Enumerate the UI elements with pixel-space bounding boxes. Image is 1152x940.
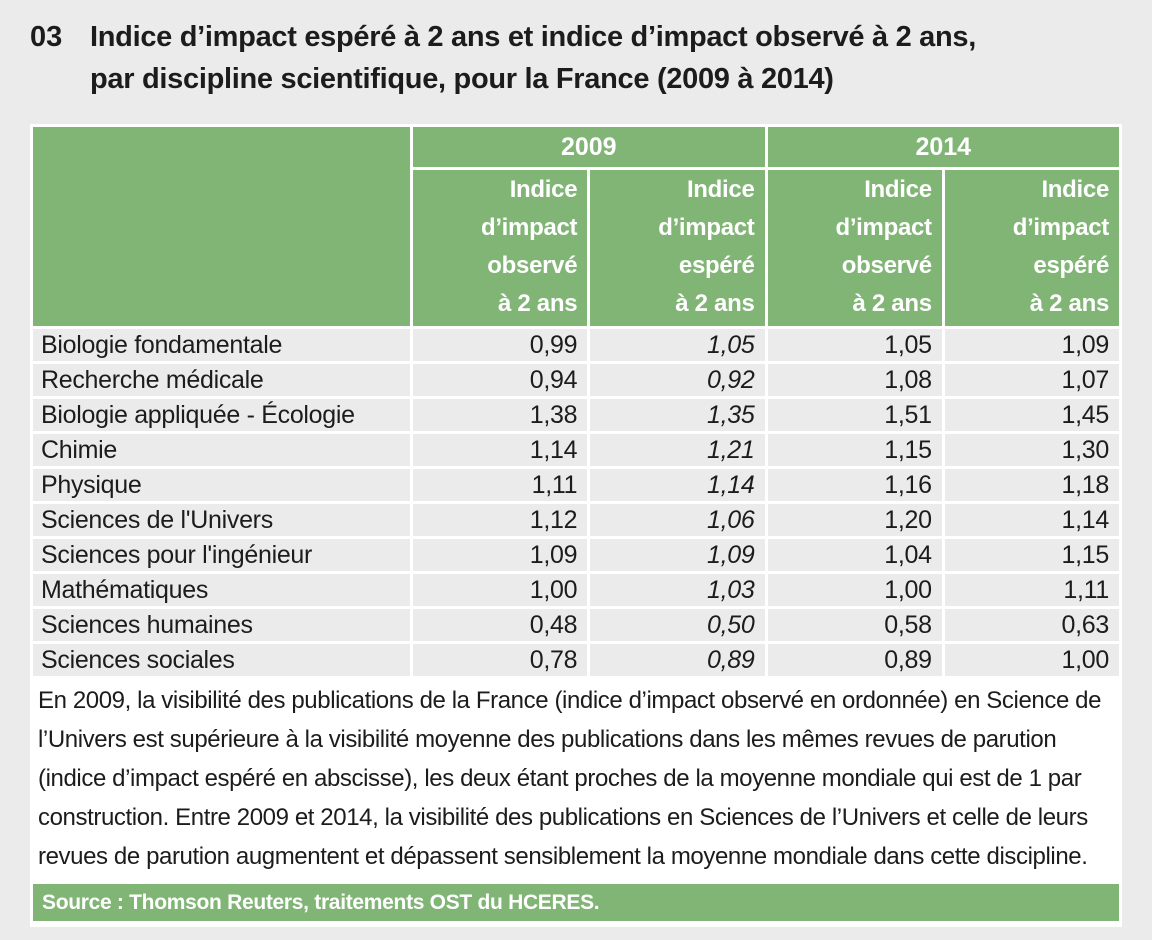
cell-value: 1,05 bbox=[590, 329, 765, 361]
cell-value: 1,14 bbox=[413, 434, 588, 466]
cell-value: 0,58 bbox=[767, 609, 942, 641]
cell-value: 1,18 bbox=[944, 469, 1119, 501]
cell-value: 1,21 bbox=[590, 434, 765, 466]
figure-title-block: 03 Indice d’impact espéré à 2 ans et ind… bbox=[30, 16, 1122, 100]
row-label: Physique bbox=[33, 469, 410, 501]
cell-value: 1,08 bbox=[767, 364, 942, 396]
cell-value: 1,03 bbox=[590, 574, 765, 606]
figure-note: En 2009, la visibilité des publications … bbox=[33, 676, 1119, 882]
row-label: Sciences de l'Univers bbox=[33, 504, 410, 536]
cell-value: 1,15 bbox=[944, 539, 1119, 571]
cell-value: 1,07 bbox=[944, 364, 1119, 396]
year-group-header-2009: 2009 bbox=[413, 127, 765, 167]
row-label: Biologie fondamentale bbox=[33, 329, 410, 361]
year-group-header-2014: 2014 bbox=[767, 127, 1119, 167]
cell-value: 0,89 bbox=[590, 644, 765, 676]
column-header-2009-espere: Indice d’impact espéré à 2 ans bbox=[590, 170, 765, 326]
cell-value: 1,05 bbox=[767, 329, 942, 361]
cell-value: 0,99 bbox=[413, 329, 588, 361]
cell-value: 0,48 bbox=[413, 609, 588, 641]
cell-value: 1,00 bbox=[944, 644, 1119, 676]
cell-value: 1,51 bbox=[767, 399, 942, 431]
cell-value: 1,09 bbox=[944, 329, 1119, 361]
cell-value: 1,11 bbox=[944, 574, 1119, 606]
cell-value: 0,89 bbox=[767, 644, 942, 676]
cell-value: 1,00 bbox=[413, 574, 588, 606]
cell-value: 1,35 bbox=[590, 399, 765, 431]
figure-title: Indice d’impact espéré à 2 ans et indice… bbox=[90, 21, 977, 95]
row-label: Recherche médicale bbox=[33, 364, 410, 396]
column-header-2014-observe: Indice d’impact observé à 2 ans bbox=[767, 170, 942, 326]
cell-value: 1,04 bbox=[767, 539, 942, 571]
row-label: Sciences pour l'ingénieur bbox=[33, 539, 410, 571]
row-label: Sciences humaines bbox=[33, 609, 410, 641]
row-label: Chimie bbox=[33, 434, 410, 466]
table-corner-cell bbox=[33, 127, 410, 326]
figure-number: 03 bbox=[30, 21, 63, 53]
cell-value: 1,00 bbox=[767, 574, 942, 606]
cell-value: 1,30 bbox=[944, 434, 1119, 466]
cell-value: 1,14 bbox=[590, 469, 765, 501]
column-header-2009-observe: Indice d’impact observé à 2 ans bbox=[413, 170, 588, 326]
cell-value: 0,92 bbox=[590, 364, 765, 396]
cell-value: 0,63 bbox=[944, 609, 1119, 641]
cell-value: 1,09 bbox=[590, 539, 765, 571]
cell-value: 1,09 bbox=[413, 539, 588, 571]
cell-value: 1,11 bbox=[413, 469, 588, 501]
column-header-2014-espere: Indice d’impact espéré à 2 ans bbox=[944, 170, 1119, 326]
source-bar: Source : Thomson Reuters, traitements OS… bbox=[33, 884, 1119, 921]
impact-table: 2009 2014 Indice d’impact observé à 2 an… bbox=[33, 127, 1119, 676]
cell-value: 1,16 bbox=[767, 469, 942, 501]
cell-value: 1,15 bbox=[767, 434, 942, 466]
cell-value: 1,20 bbox=[767, 504, 942, 536]
cell-value: 1,12 bbox=[413, 504, 588, 536]
cell-value: 1,06 bbox=[590, 504, 765, 536]
cell-value: 1,14 bbox=[944, 504, 1119, 536]
row-label: Biologie appliquée - Écologie bbox=[33, 399, 410, 431]
cell-value: 1,45 bbox=[944, 399, 1119, 431]
cell-value: 1,38 bbox=[413, 399, 588, 431]
figure-content: 2009 2014 Indice d’impact observé à 2 an… bbox=[30, 124, 1122, 927]
cell-value: 0,78 bbox=[413, 644, 588, 676]
row-label: Mathématiques bbox=[33, 574, 410, 606]
cell-value: 0,94 bbox=[413, 364, 588, 396]
row-label: Sciences sociales bbox=[33, 644, 410, 676]
cell-value: 0,50 bbox=[590, 609, 765, 641]
